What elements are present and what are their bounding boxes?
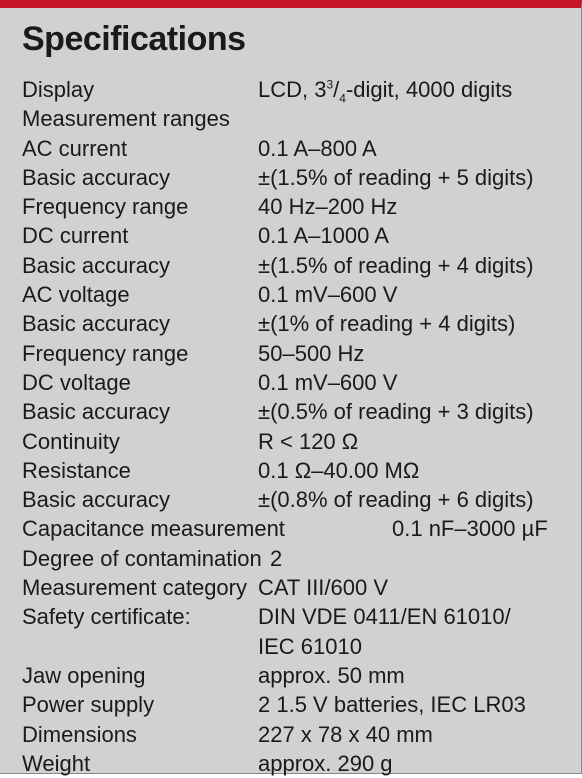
spec-label: Basic accuracy	[22, 251, 258, 280]
spec-row: Measurement categoryCAT III/600 V	[22, 573, 561, 602]
spec-value: ±(1.5% of reading + 5 digits)	[258, 163, 561, 192]
spec-row: Dimensions227 x 78 x 40 mm	[22, 720, 561, 749]
spec-row: Basic accuracy±(1.5% of reading + 4 digi…	[22, 251, 561, 280]
spec-label: Dimensions	[22, 720, 258, 749]
spec-value: ±(1.5% of reading + 4 digits)	[258, 251, 561, 280]
spec-value: 2	[270, 544, 561, 573]
spec-value: IEC 61010	[258, 632, 561, 661]
spec-row: Frequency range50–500 Hz	[22, 339, 561, 368]
spec-row: AC current0.1 A–800 A	[22, 134, 561, 163]
spec-row: Resistance0.1 Ω–40.00 MΩ	[22, 456, 561, 485]
spec-row: ContinuityR < 120 Ω	[22, 427, 561, 456]
spec-label: Jaw opening	[22, 661, 258, 690]
spec-value: 227 x 78 x 40 mm	[258, 720, 561, 749]
spec-label: Power supply	[22, 690, 258, 719]
spec-row: Jaw openingapprox. 50 mm	[22, 661, 561, 690]
spec-label: Continuity	[22, 427, 258, 456]
spec-rows: DisplayLCD, 33/4-digit, 4000 digitsMeasu…	[22, 75, 561, 778]
spec-value: 0.1 nF–3000 µF	[392, 514, 561, 543]
spec-value: 0.1 A–1000 A	[258, 221, 561, 250]
spec-label: DC current	[22, 221, 258, 250]
spec-label: Frequency range	[22, 192, 258, 221]
spec-label: Capacitance measurement	[22, 514, 392, 543]
spec-row: Basic accuracy±(1% of reading + 4 digits…	[22, 309, 561, 338]
spec-label: AC voltage	[22, 280, 258, 309]
spec-label: Frequency range	[22, 339, 258, 368]
spec-row: Basic accuracy±(0.8% of reading + 6 digi…	[22, 485, 561, 514]
spec-label: Degree of contamination	[22, 544, 270, 573]
spec-value: approx. 50 mm	[258, 661, 561, 690]
spec-value: ±(0.5% of reading + 3 digits)	[258, 397, 561, 426]
spec-value: ±(1% of reading + 4 digits)	[258, 309, 561, 338]
spec-label: Measurement category	[22, 573, 258, 602]
spec-value: 50–500 Hz	[258, 339, 561, 368]
spec-value: 0.1 Ω–40.00 MΩ	[258, 456, 561, 485]
spec-value: LCD, 33/4-digit, 4000 digits	[258, 75, 561, 104]
spec-panel: Specifications DisplayLCD, 33/4-digit, 4…	[0, 0, 582, 774]
spec-label: Basic accuracy	[22, 397, 258, 426]
spec-row: Frequency range40 Hz–200 Hz	[22, 192, 561, 221]
spec-value: 40 Hz–200 Hz	[258, 192, 561, 221]
spec-value: 0.1 mV–600 V	[258, 280, 561, 309]
spec-title: Specifications	[22, 20, 561, 59]
spec-row: Capacitance measurement0.1 nF–3000 µF	[22, 514, 561, 543]
spec-row: Measurement ranges	[22, 104, 561, 133]
spec-value: ±(0.8% of reading + 6 digits)	[258, 485, 561, 514]
spec-row: Basic accuracy±(0.5% of reading + 3 digi…	[22, 397, 561, 426]
spec-row: Degree of contamination2	[22, 544, 561, 573]
spec-label: Basic accuracy	[22, 163, 258, 192]
spec-label	[22, 632, 258, 661]
spec-row: Power supply2 1.5 V batteries, IEC LR03	[22, 690, 561, 719]
spec-label: Display	[22, 75, 258, 104]
spec-label: Basic accuracy	[22, 485, 258, 514]
spec-label: AC current	[22, 134, 258, 163]
spec-label: DC voltage	[22, 368, 258, 397]
spec-row: Safety certificate:DIN VDE 0411/EN 61010…	[22, 602, 561, 631]
spec-value: CAT III/600 V	[258, 573, 561, 602]
spec-value	[258, 104, 561, 133]
spec-label: Safety certificate:	[22, 602, 258, 631]
spec-label: Resistance	[22, 456, 258, 485]
spec-label: Measurement ranges	[22, 104, 258, 133]
spec-row: AC voltage0.1 mV–600 V	[22, 280, 561, 309]
spec-label: Basic accuracy	[22, 309, 258, 338]
spec-value: R < 120 Ω	[258, 427, 561, 456]
spec-value: 0.1 A–800 A	[258, 134, 561, 163]
spec-value: 0.1 mV–600 V	[258, 368, 561, 397]
spec-row: DC current0.1 A–1000 A	[22, 221, 561, 250]
spec-row: IEC 61010	[22, 632, 561, 661]
spec-row: Basic accuracy±(1.5% of reading + 5 digi…	[22, 163, 561, 192]
spec-row: DC voltage0.1 mV–600 V	[22, 368, 561, 397]
spec-value: DIN VDE 0411/EN 61010/	[258, 602, 561, 631]
spec-value: 2 1.5 V batteries, IEC LR03	[258, 690, 561, 719]
spec-row: DisplayLCD, 33/4-digit, 4000 digits	[22, 75, 561, 104]
